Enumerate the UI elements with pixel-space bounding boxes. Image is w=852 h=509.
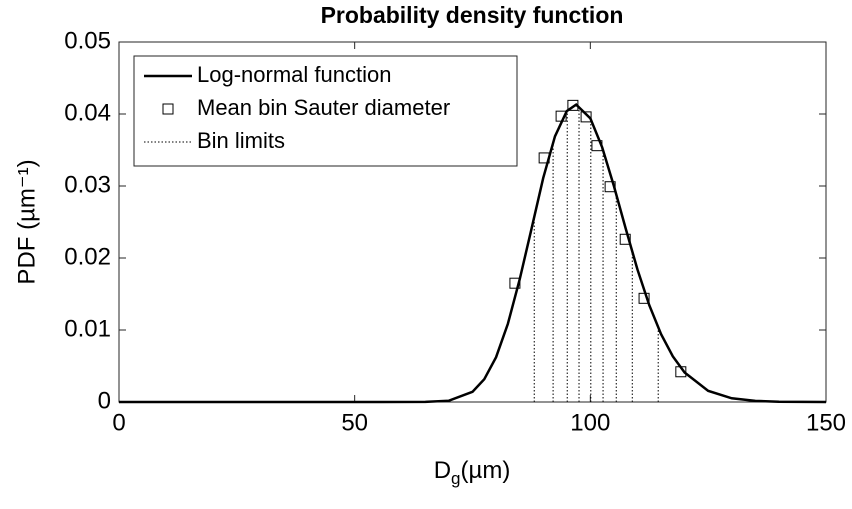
marker xyxy=(555,110,567,122)
x-tick-label: 150 xyxy=(806,409,846,436)
legend-label: Mean bin Sauter diameter xyxy=(197,95,450,120)
marker xyxy=(675,366,687,378)
x-axis-label: Dg(µm) xyxy=(434,457,511,488)
x-tick-label: 0 xyxy=(112,409,125,436)
marker xyxy=(580,111,592,123)
y-tick-label: 0.03 xyxy=(64,171,111,198)
plot-frame xyxy=(118,41,827,403)
chart-title: Probability density function xyxy=(321,2,624,28)
y-tick-label: 0.04 xyxy=(64,99,111,126)
x-tick-label: 100 xyxy=(570,409,610,436)
marker xyxy=(509,277,521,289)
marker xyxy=(638,292,650,304)
x-label-sub: g xyxy=(451,469,460,488)
curve xyxy=(118,103,827,404)
y-tick-label: 0.02 xyxy=(64,243,111,270)
y-axis-label: PDF (µm⁻¹) xyxy=(13,159,40,284)
y-tick-label: 0.01 xyxy=(64,315,111,342)
legend-box xyxy=(133,55,518,167)
marker xyxy=(538,152,550,164)
legend-label: Log-normal function xyxy=(197,62,391,87)
x-tick-label: 50 xyxy=(341,409,368,436)
x-label-main: D xyxy=(434,457,451,484)
marker xyxy=(604,181,616,193)
marker xyxy=(619,233,631,245)
y-tick-label: 0 xyxy=(98,387,111,414)
legend-marker xyxy=(162,103,174,115)
legend-label: Bin limits xyxy=(197,128,285,153)
x-label-rest: (µm) xyxy=(461,457,511,484)
marker xyxy=(567,99,579,111)
marker xyxy=(591,140,603,152)
y-tick-label: 0.05 xyxy=(64,27,111,54)
